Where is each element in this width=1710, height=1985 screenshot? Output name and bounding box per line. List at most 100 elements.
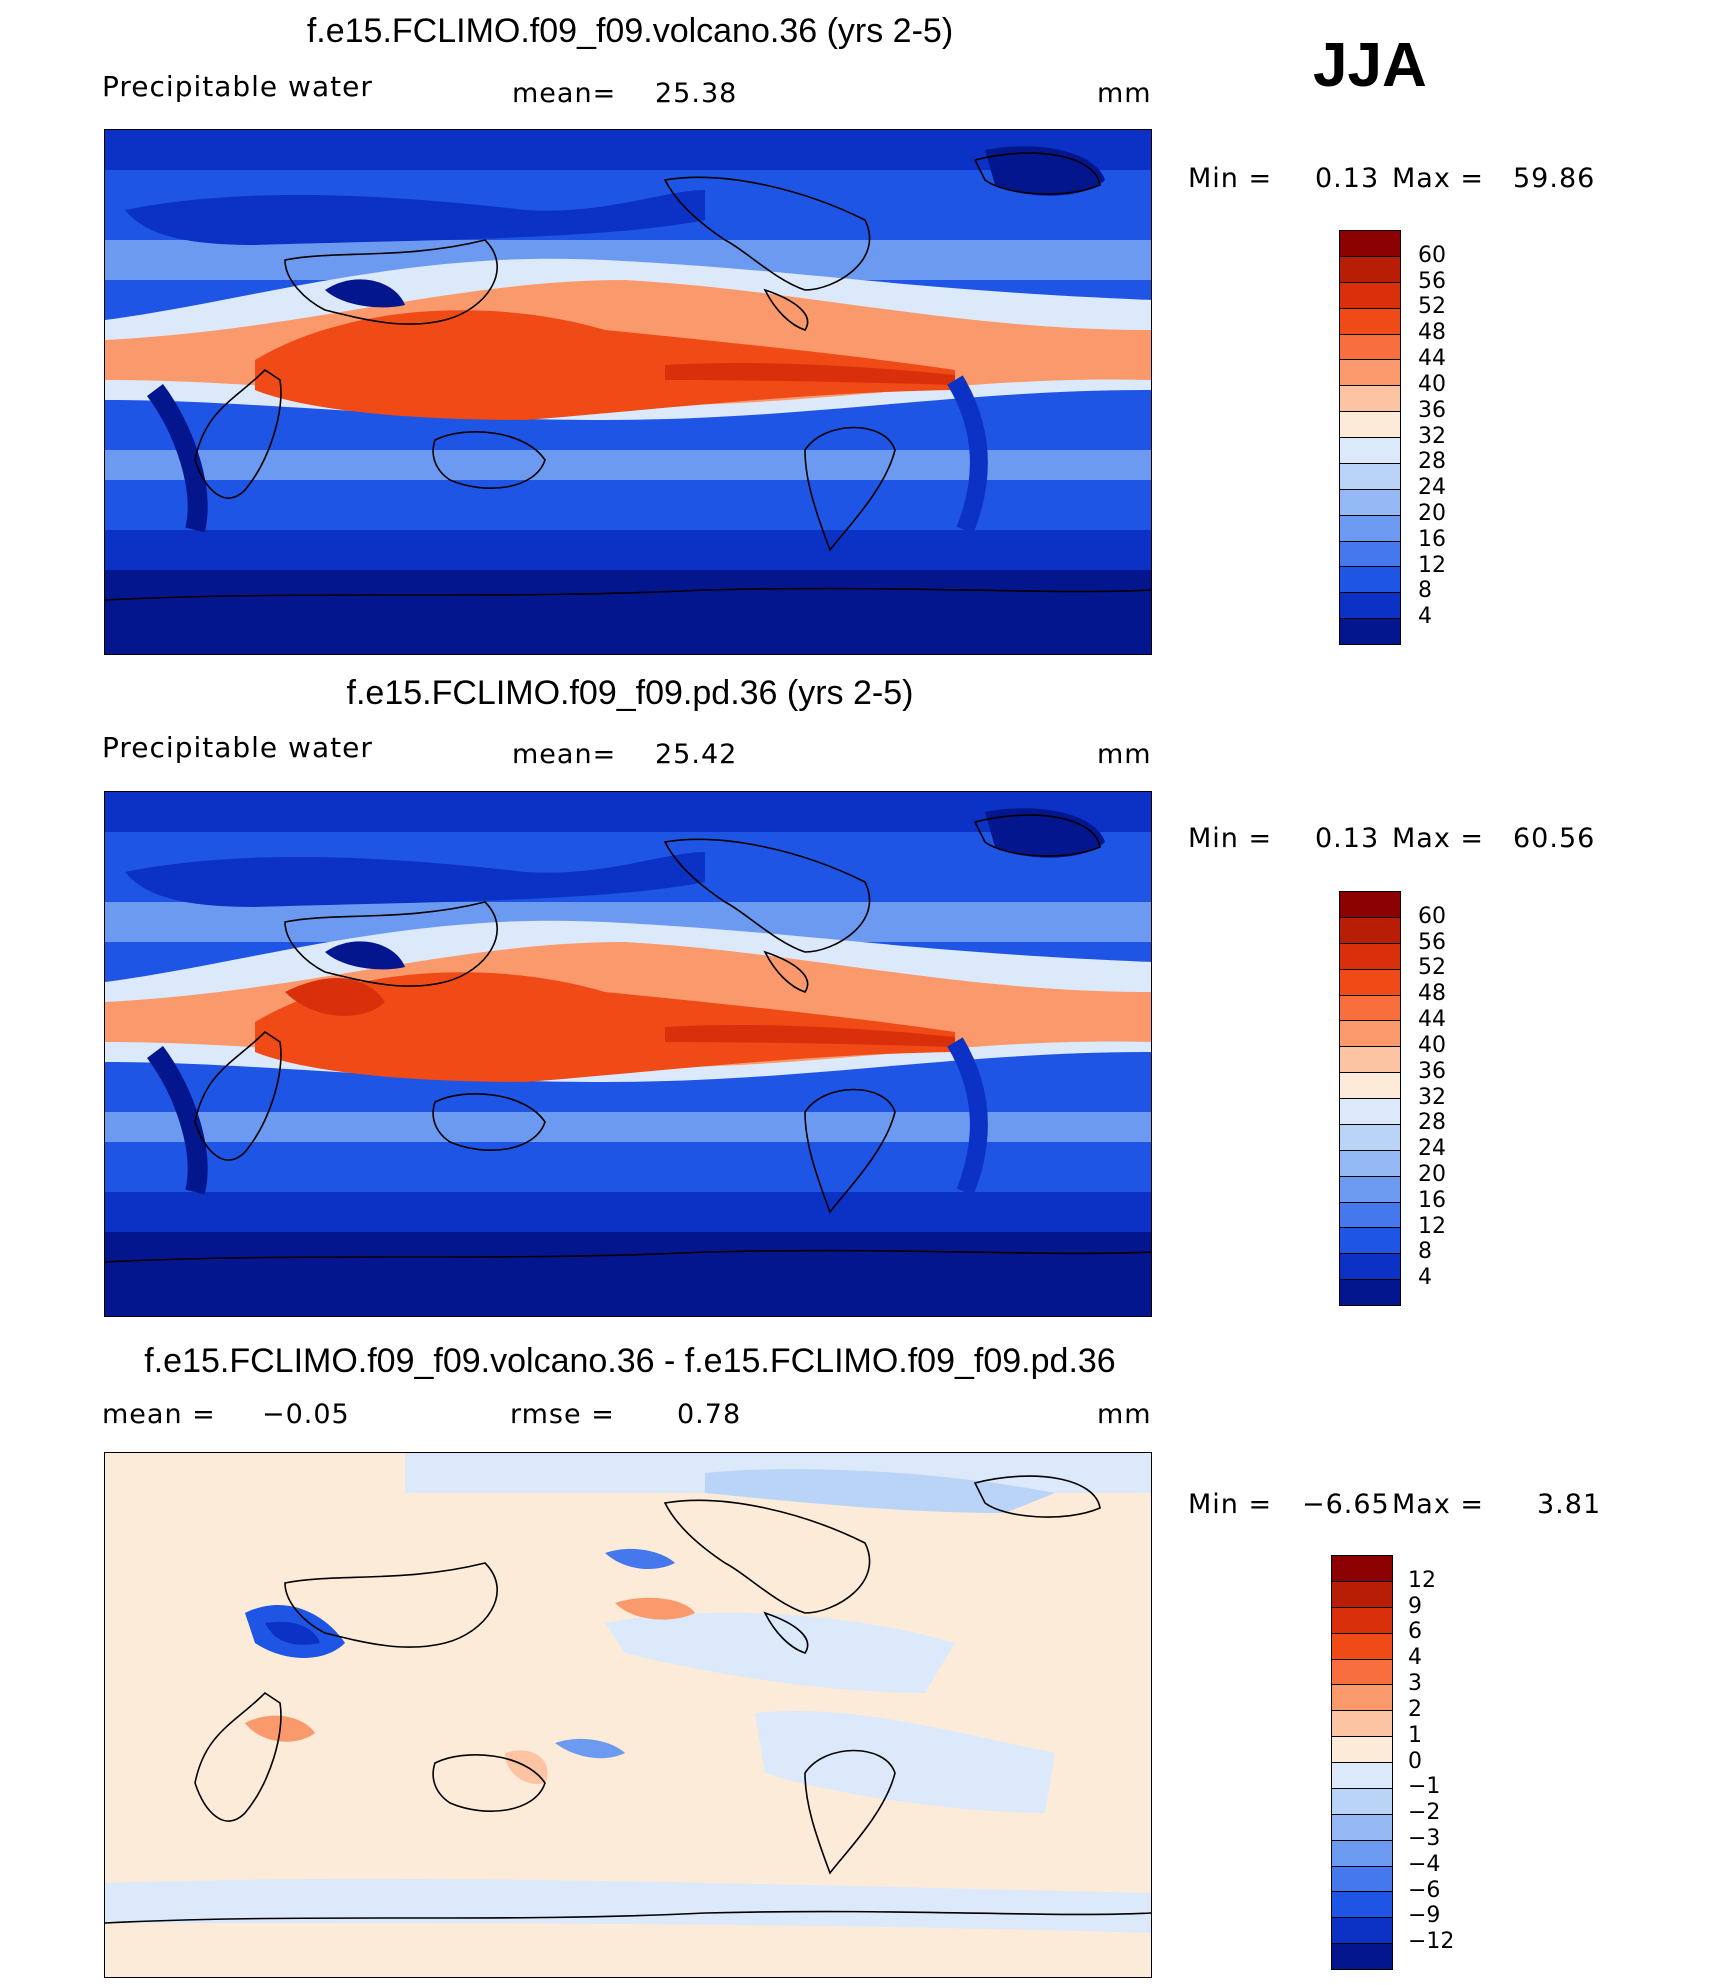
colorbar-swatch: [1340, 593, 1400, 620]
colorbar-swatch: [1340, 1073, 1400, 1099]
colorbar-swatch: [1332, 1788, 1392, 1815]
colorbar-swatch: [1340, 1150, 1400, 1177]
season-label: JJA: [1313, 31, 1427, 100]
panel-3-units: mm: [1097, 1399, 1152, 1430]
colorbar-tick-label: 20: [1418, 500, 1446, 526]
colorbar-tick-label: 24: [1418, 475, 1446, 501]
panel-2-field-label: Precipitable water: [102, 731, 373, 764]
colorbar-tick-label: −3: [1408, 1825, 1441, 1851]
colorbar-swatch: [1332, 1607, 1392, 1634]
panel-2-min-label: Min =: [1188, 823, 1273, 854]
colorbar-swatch: [1340, 892, 1400, 918]
colorbar-swatch: [1340, 1228, 1400, 1255]
colorbar-swatch: [1340, 567, 1400, 594]
colorbar-tick-label: 44: [1418, 346, 1446, 372]
panel-2-title: f.e15.FCLIMO.f09_f09.pd.36 (yrs 2-5): [346, 674, 914, 712]
colorbar-swatch: [1340, 282, 1400, 309]
colorbar-tick-label: 16: [1418, 1187, 1446, 1213]
panel-2-mean-label: mean=: [512, 739, 617, 770]
colorbar-tick-label: 12: [1408, 1567, 1436, 1593]
panel-3-rmse-value: 0.78: [677, 1399, 742, 1430]
panel-1-max-value: 59.86: [1513, 163, 1596, 194]
colorbar-swatch: [1340, 438, 1400, 464]
colorbar-tick-label: 2: [1408, 1696, 1422, 1722]
colorbar-tick-label: 60: [1418, 903, 1446, 929]
panel-1-min-value: 0.13: [1315, 163, 1380, 194]
panel-1-colorbar: [1339, 230, 1401, 645]
colorbar-tick-label: 12: [1418, 1213, 1446, 1239]
panel-1-max-label: Max =: [1392, 163, 1485, 194]
panel-2-colorbar-ticks: 60 56 52 48 44 40 36 32 28 24 20 16 12 8 4: [1418, 891, 1478, 1304]
colorbar-swatch: [1340, 515, 1400, 542]
colorbar-tick-label: 4: [1418, 604, 1432, 630]
colorbar-swatch: [1340, 995, 1400, 1022]
colorbar-swatch: [1332, 1840, 1392, 1867]
colorbar-tick-label: −12: [1408, 1929, 1455, 1955]
panel-3-rmse-label: rmse =: [510, 1399, 615, 1430]
colorbar-swatch: [1340, 541, 1400, 568]
colorbar-swatch: [1332, 1633, 1392, 1660]
colorbar-swatch: [1332, 1866, 1392, 1893]
colorbar-tick-label: 20: [1418, 1161, 1446, 1187]
colorbar-swatch: [1340, 943, 1400, 970]
panel-3-min-value: −6.65: [1302, 1489, 1390, 1520]
colorbar-swatch: [1332, 1918, 1392, 1945]
colorbar-tick-label: −9: [1408, 1903, 1441, 1929]
colorbar-tick-label: 48: [1418, 320, 1446, 346]
colorbar-swatch: [1332, 1685, 1392, 1712]
colorbar-tick-label: 24: [1418, 1136, 1446, 1162]
colorbar-tick-label: 6: [1408, 1619, 1422, 1645]
colorbar-tick-label: −2: [1408, 1800, 1441, 1826]
panel-1-colorbar-ticks: 60 56 52 48 44 40 36 32 28 24 20 16 12 8 4: [1418, 230, 1478, 643]
colorbar-tick-label: 8: [1418, 1239, 1432, 1265]
colorbar-tick-label: 40: [1418, 1032, 1446, 1058]
panel-3-colorbar: [1331, 1555, 1393, 1970]
colorbar-swatch: [1332, 1763, 1392, 1789]
panel-3-mean-value: −0.05: [262, 1399, 350, 1430]
panel-2-min-value: 0.13: [1315, 823, 1380, 854]
colorbar-swatch: [1332, 1581, 1392, 1608]
colorbar-swatch: [1332, 1944, 1392, 1969]
colorbar-swatch: [1340, 619, 1400, 644]
panel-3-map: [104, 1452, 1152, 1978]
colorbar-tick-label: 52: [1418, 955, 1446, 981]
colorbar-swatch: [1340, 1124, 1400, 1151]
colorbar-tick-label: 0: [1408, 1748, 1422, 1774]
panel-1-mean-label: mean=: [512, 78, 617, 109]
colorbar-swatch: [1340, 1047, 1400, 1074]
colorbar-tick-label: 4: [1408, 1645, 1422, 1671]
colorbar-swatch: [1332, 1659, 1392, 1686]
panel-2-units: mm: [1097, 739, 1152, 770]
colorbar-tick-label: 16: [1418, 526, 1446, 552]
colorbar-tick-label: 32: [1418, 1084, 1446, 1110]
colorbar-swatch: [1340, 969, 1400, 996]
panel-1-min-label: Min =: [1188, 163, 1273, 194]
colorbar-tick-label: 8: [1418, 578, 1432, 604]
colorbar-swatch: [1340, 231, 1400, 257]
colorbar-tick-label: 44: [1418, 1007, 1446, 1033]
panel-2-max-value: 60.56: [1513, 823, 1596, 854]
colorbar-swatch: [1332, 1556, 1392, 1582]
panel-3-max-value: 3.81: [1537, 1489, 1602, 1520]
colorbar-tick-label: 1: [1408, 1722, 1422, 1748]
colorbar-tick-label: 56: [1418, 268, 1446, 294]
colorbar-tick-label: 4: [1418, 1265, 1432, 1291]
panel-3-title: f.e15.FCLIMO.f09_f09.volcano.36 - f.e15.…: [144, 1342, 1116, 1380]
colorbar-swatch: [1332, 1711, 1392, 1738]
colorbar-swatch: [1340, 334, 1400, 361]
panel-1-field-label: Precipitable water: [102, 70, 373, 103]
colorbar-swatch: [1340, 1021, 1400, 1048]
colorbar-swatch: [1340, 489, 1400, 516]
panel-3-min-label: Min =: [1188, 1489, 1273, 1520]
colorbar-tick-label: −6: [1408, 1877, 1441, 1903]
colorbar-swatch: [1340, 308, 1400, 335]
panel-2-max-label: Max =: [1392, 823, 1485, 854]
panel-1-title: f.e15.FCLIMO.f09_f09.volcano.36 (yrs 2-5…: [306, 12, 954, 50]
colorbar-tick-label: 36: [1418, 397, 1446, 423]
colorbar-swatch: [1340, 386, 1400, 413]
colorbar-swatch: [1340, 1254, 1400, 1281]
colorbar-swatch: [1332, 1814, 1392, 1841]
panel-2-mean-value: 25.42: [655, 739, 738, 770]
colorbar-tick-label: 36: [1418, 1058, 1446, 1084]
colorbar-swatch: [1332, 1892, 1392, 1919]
